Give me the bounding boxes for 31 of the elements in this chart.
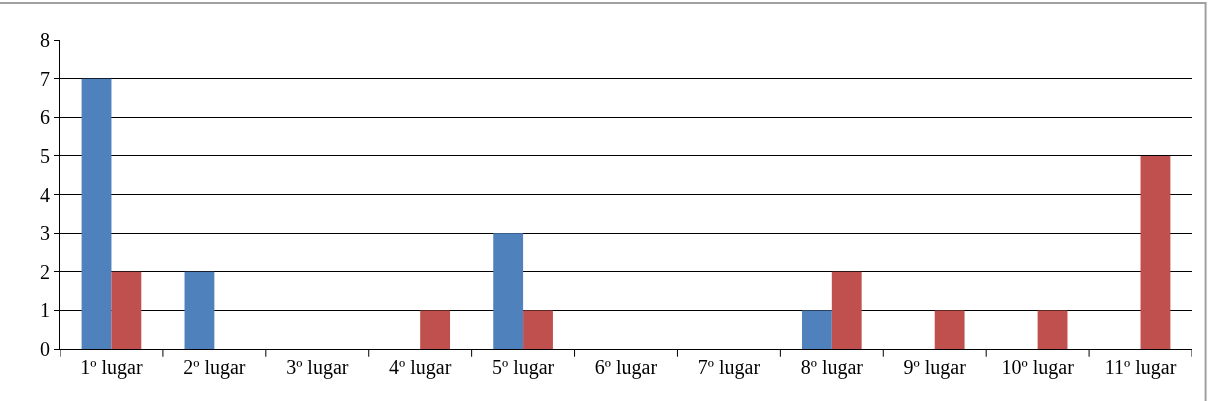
- y-tick-label: 2: [40, 260, 50, 283]
- bar: [493, 233, 524, 349]
- bar: [81, 78, 112, 349]
- bar: [111, 271, 142, 349]
- bar: [934, 310, 965, 349]
- x-tick-label: 4º lugar: [389, 356, 452, 379]
- y-tick-label: 8: [40, 29, 50, 51]
- bar: [523, 310, 553, 349]
- bar: [420, 310, 451, 349]
- x-tick-label: 8º lugar: [800, 356, 864, 379]
- bar: [1037, 310, 1068, 349]
- y-tick-label: 3: [40, 222, 50, 245]
- y-tick-label: 4: [40, 183, 50, 206]
- bar: [831, 271, 862, 349]
- y-tick-label: 0: [40, 338, 50, 360]
- x-tick-label: 11º lugar: [1104, 356, 1177, 379]
- x-tick-label: 9º lugar: [903, 356, 967, 379]
- x-tick-label: 1º lugar: [80, 356, 143, 379]
- x-tick-label: 7º lugar: [697, 356, 761, 379]
- y-tick-label: 7: [40, 67, 50, 90]
- bar: [1140, 155, 1171, 349]
- x-tick-label: 2º lugar: [183, 356, 246, 379]
- x-tick-label: 10º lugar: [1001, 356, 1075, 379]
- bar: [801, 310, 832, 349]
- y-tick-label: 6: [40, 106, 50, 129]
- bar: [184, 271, 215, 349]
- y-tick-label: 5: [40, 144, 50, 167]
- y-tick-label: 1: [40, 299, 50, 322]
- x-tick-label: 6º lugar: [594, 356, 658, 379]
- x-tick-label: 3º lugar: [286, 356, 349, 379]
- x-tick-label: 5º lugar: [491, 356, 555, 379]
